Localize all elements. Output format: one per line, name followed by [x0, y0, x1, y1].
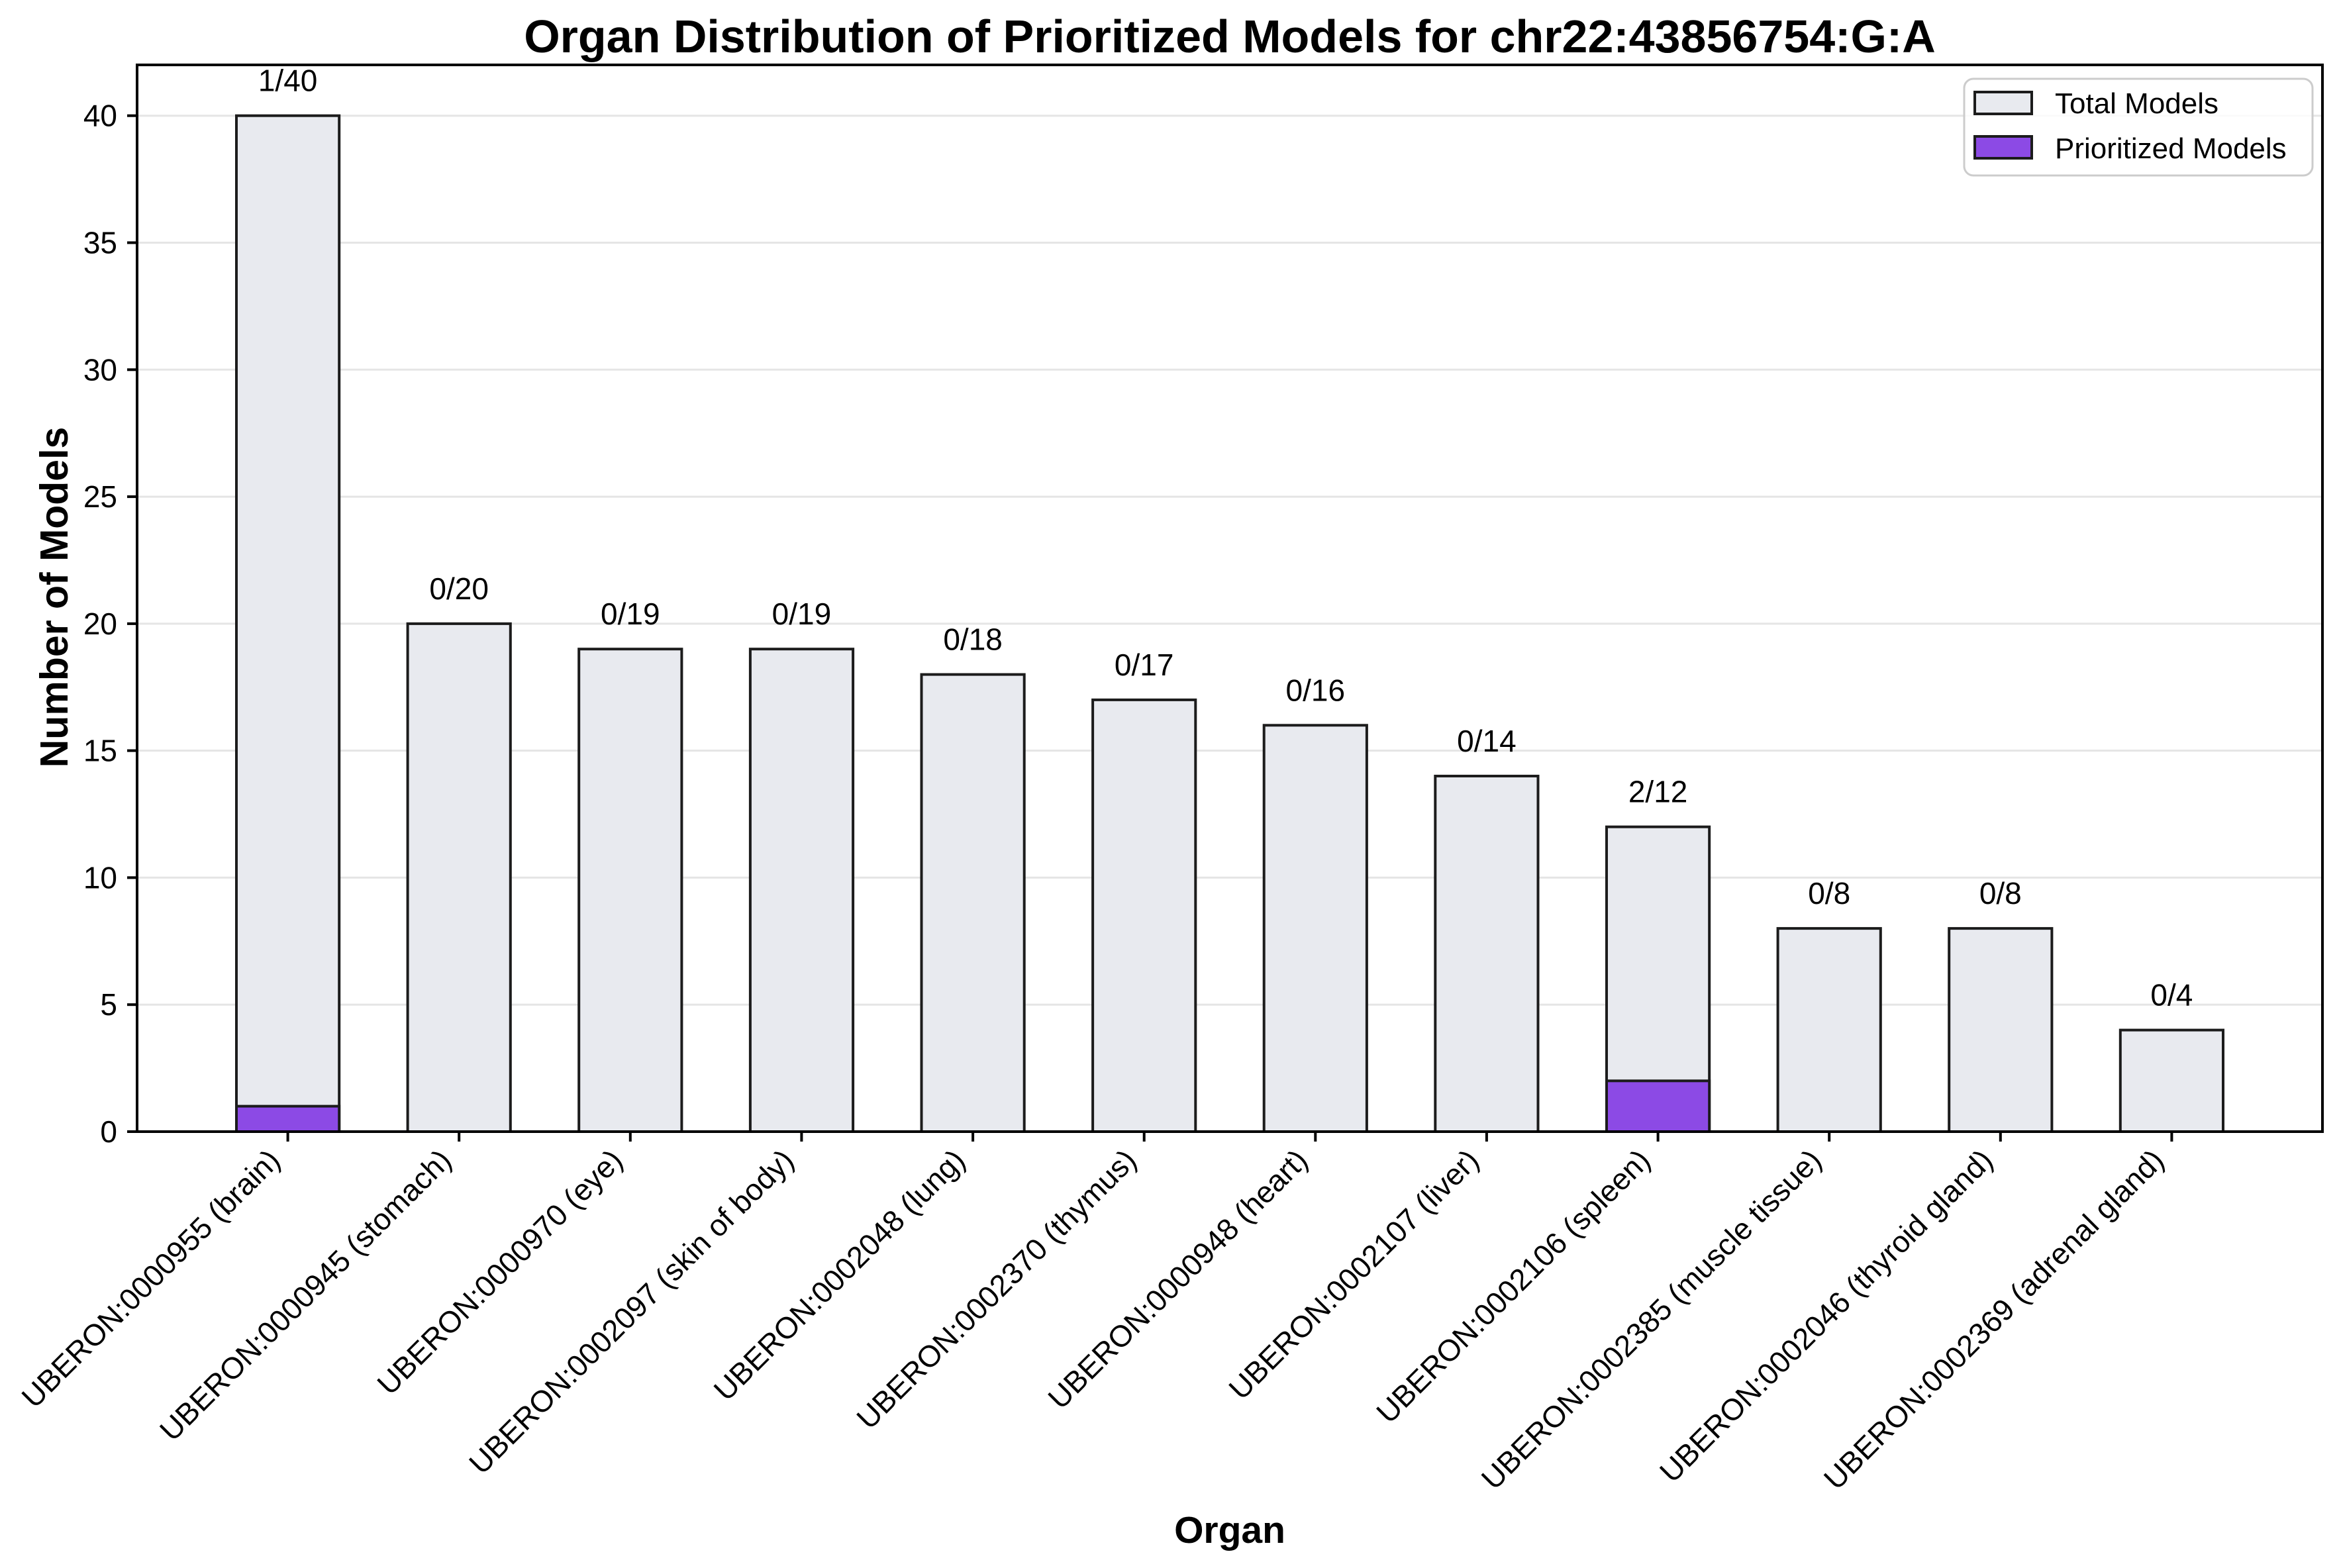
svg-text:10: 10	[83, 860, 117, 895]
svg-text:0/8: 0/8	[1979, 876, 2022, 910]
svg-text:40: 40	[83, 99, 117, 133]
svg-text:0/20: 0/20	[429, 571, 489, 606]
svg-text:Number of Models: Number of Models	[32, 427, 76, 768]
svg-text:1/40: 1/40	[258, 64, 318, 98]
svg-text:Total Models: Total Models	[2055, 87, 2218, 120]
svg-text:0: 0	[100, 1114, 117, 1149]
svg-text:0/19: 0/19	[601, 597, 660, 631]
svg-text:35: 35	[83, 226, 117, 260]
svg-text:Prioritized Models: Prioritized Models	[2055, 132, 2287, 165]
svg-text:0/8: 0/8	[1808, 876, 1850, 910]
svg-text:30: 30	[83, 352, 117, 387]
svg-text:0/19: 0/19	[772, 597, 832, 631]
svg-text:20: 20	[83, 607, 117, 641]
svg-text:0/17: 0/17	[1115, 648, 1174, 682]
svg-text:25: 25	[83, 479, 117, 514]
svg-text:0/14: 0/14	[1457, 724, 1517, 758]
svg-text:Organ Distribution of Prioriti: Organ Distribution of Prioritized Models…	[524, 11, 1936, 62]
svg-text:5: 5	[100, 987, 117, 1022]
svg-text:0/16: 0/16	[1286, 673, 1346, 707]
svg-text:0/4: 0/4	[2150, 978, 2193, 1012]
svg-text:15: 15	[83, 734, 117, 768]
svg-text:Organ: Organ	[1174, 1509, 1285, 1551]
svg-text:0/18: 0/18	[943, 622, 1003, 657]
svg-text:2/12: 2/12	[1628, 775, 1688, 809]
